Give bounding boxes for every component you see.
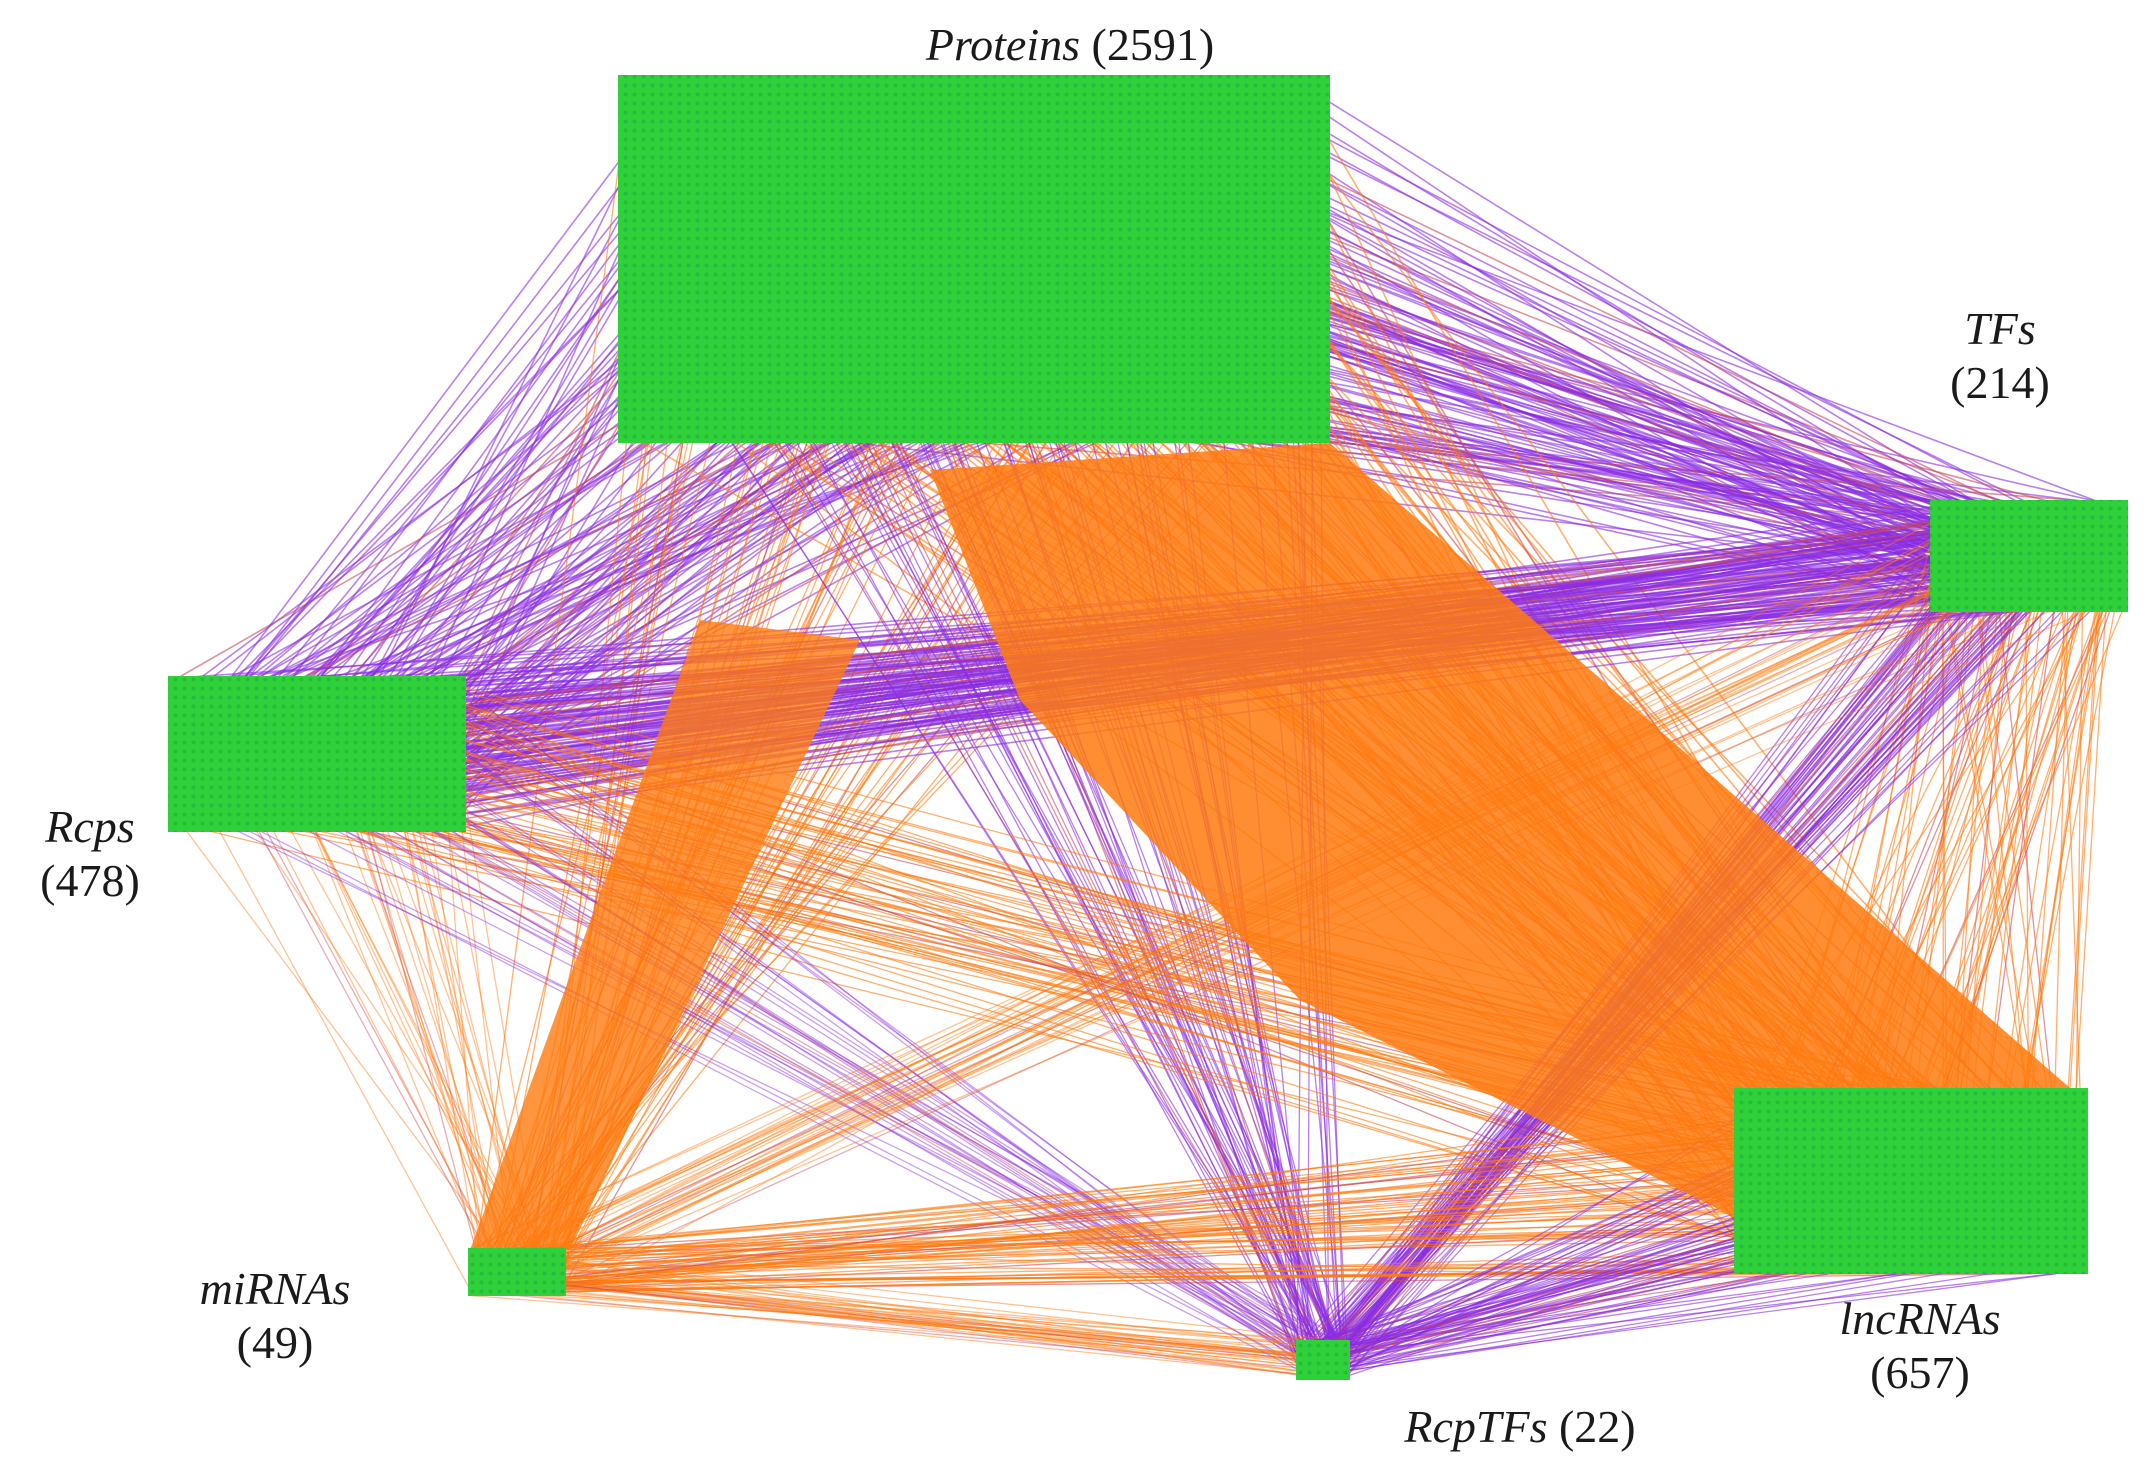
node-name-lncrnas: lncRNAs bbox=[1839, 1293, 2001, 1344]
node-count-proteins: (2591) bbox=[1091, 19, 1215, 70]
node-count-rcps: (478) bbox=[40, 855, 140, 906]
node-count-mirnas: (49) bbox=[236, 1317, 314, 1368]
node-texture-tfs bbox=[1930, 500, 2128, 612]
node-count-rcptfs: (22) bbox=[1558, 1401, 1636, 1452]
node-label-rcps: Rcps (478) bbox=[0, 800, 180, 908]
node-texture-lncrnas bbox=[1734, 1088, 2088, 1274]
node-label-proteins: Proteins (2591) bbox=[760, 18, 1380, 72]
node-layer bbox=[168, 75, 2128, 1380]
edge-core-mirnas-proteins bbox=[470, 620, 860, 1250]
node-count-tfs: (214) bbox=[1950, 357, 2050, 408]
node-texture-rcps bbox=[168, 676, 466, 832]
node-label-tfs: TFs (214) bbox=[1880, 302, 2120, 410]
node-texture-rcptfs bbox=[1296, 1340, 1350, 1380]
node-name-proteins: Proteins bbox=[925, 19, 1081, 70]
node-name-rcptfs: RcpTFs bbox=[1404, 1401, 1548, 1452]
node-label-rcptfs: RcpTFs (22) bbox=[1290, 1400, 1750, 1454]
node-label-lncrnas: lncRNAs (657) bbox=[1770, 1292, 2070, 1400]
node-name-tfs: TFs bbox=[1964, 303, 2036, 354]
node-count-lncrnas: (657) bbox=[1870, 1347, 1970, 1398]
node-name-mirnas: miRNAs bbox=[199, 1263, 351, 1314]
node-texture-proteins bbox=[618, 75, 1330, 443]
node-label-mirnas: miRNAs (49) bbox=[150, 1262, 400, 1370]
edge-bundle-mirnas-rcptfs bbox=[468, 1251, 1350, 1379]
node-name-rcps: Rcps bbox=[45, 801, 135, 852]
node-texture-mirnas bbox=[468, 1248, 566, 1296]
edge-core-proteins-lncrnas bbox=[930, 443, 2070, 1230]
